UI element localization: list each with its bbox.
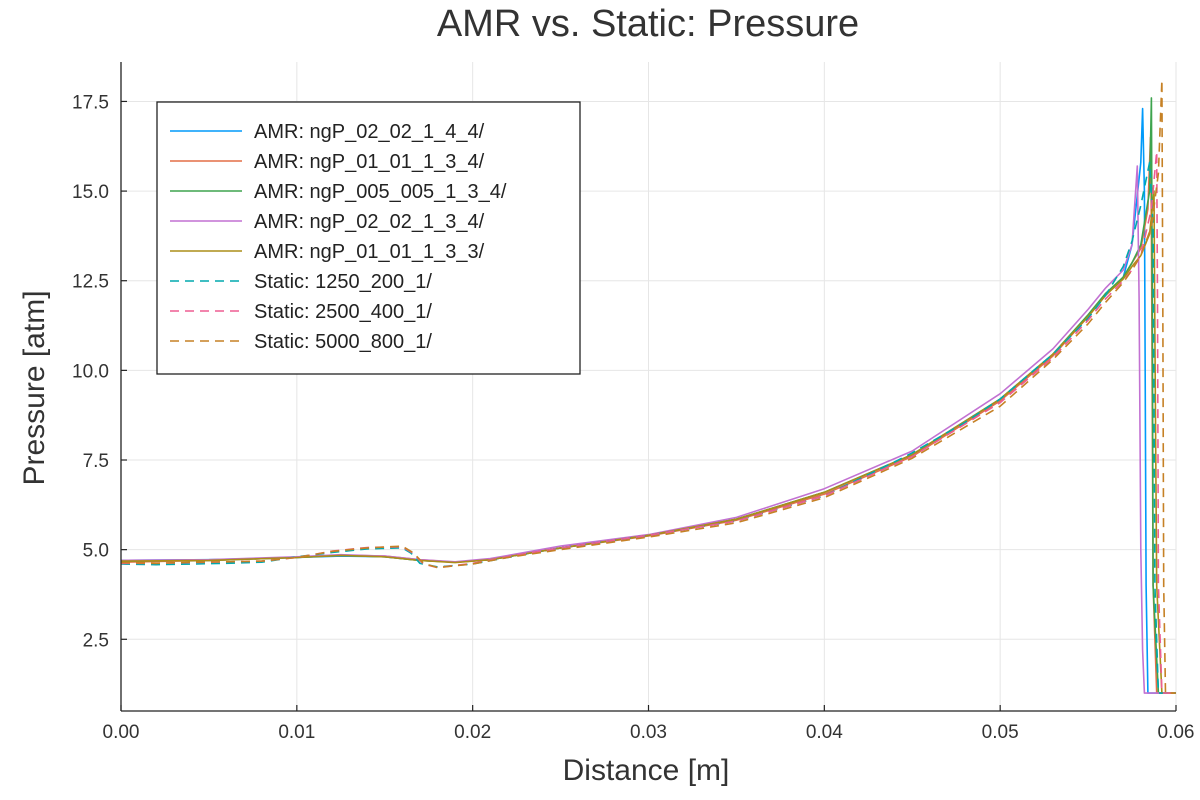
y-tick-label: 12.5 <box>72 272 109 293</box>
x-axis-label: Distance [m] <box>563 754 730 787</box>
y-tick-label: 17.5 <box>72 92 109 113</box>
series-line-8 <box>120 79 1176 694</box>
legend-label-5: AMR: ngP_01_01_1_3_3/ <box>254 241 485 263</box>
x-tick-label: 0.06 <box>1158 722 1195 743</box>
legend-label-2: AMR: ngP_01_01_1_3_4/ <box>254 151 485 173</box>
x-tick-label: 0.00 <box>103 722 140 743</box>
legend-box <box>156 101 581 375</box>
y-tick-label: 2.5 <box>83 630 109 651</box>
grid <box>121 62 1177 711</box>
y-tick-label: 10.0 <box>72 361 109 382</box>
chart-title: AMR vs. Static: Pressure <box>437 3 859 45</box>
legend-label-3: AMR: ngP_005_005_1_3_4/ <box>254 181 507 203</box>
x-tick-label: 0.01 <box>278 722 315 743</box>
x-tick-label: 0.05 <box>982 722 1019 743</box>
y-tick-label: 15.0 <box>72 182 109 203</box>
x-tick-label: 0.02 <box>454 722 491 743</box>
legend: AMR: ngP_02_02_1_4_4/AMR: ngP_01_01_1_3_… <box>156 101 581 375</box>
plot-series <box>120 79 1176 694</box>
y-tick-label: 7.5 <box>83 451 109 472</box>
y-tick-label: 5.0 <box>83 541 109 562</box>
axes <box>120 62 1177 712</box>
legend-label-8: Static: 5000_800_1/ <box>254 331 432 353</box>
y-axis-label: Pressure [atm] <box>18 290 51 485</box>
y-tick-labels: 2.5 5.0 7.5 10.0 12.5 15.0 17.5 <box>72 92 109 651</box>
legend-label-4: AMR: ngP_02_02_1_3_4/ <box>254 211 485 233</box>
x-tick-label: 0.04 <box>806 722 843 743</box>
legend-label-7: Static: 2500_400_1/ <box>254 301 432 323</box>
legend-label-6: Static: 1250_200_1/ <box>254 271 432 293</box>
legend-label-1: AMR: ngP_02_02_1_4_4/ <box>254 121 485 143</box>
x-tick-labels: 0.00 0.01 0.02 0.03 0.04 0.05 0.06 <box>103 722 1195 743</box>
series-line-5 <box>120 190 1176 694</box>
x-tick-label: 0.03 <box>630 722 667 743</box>
